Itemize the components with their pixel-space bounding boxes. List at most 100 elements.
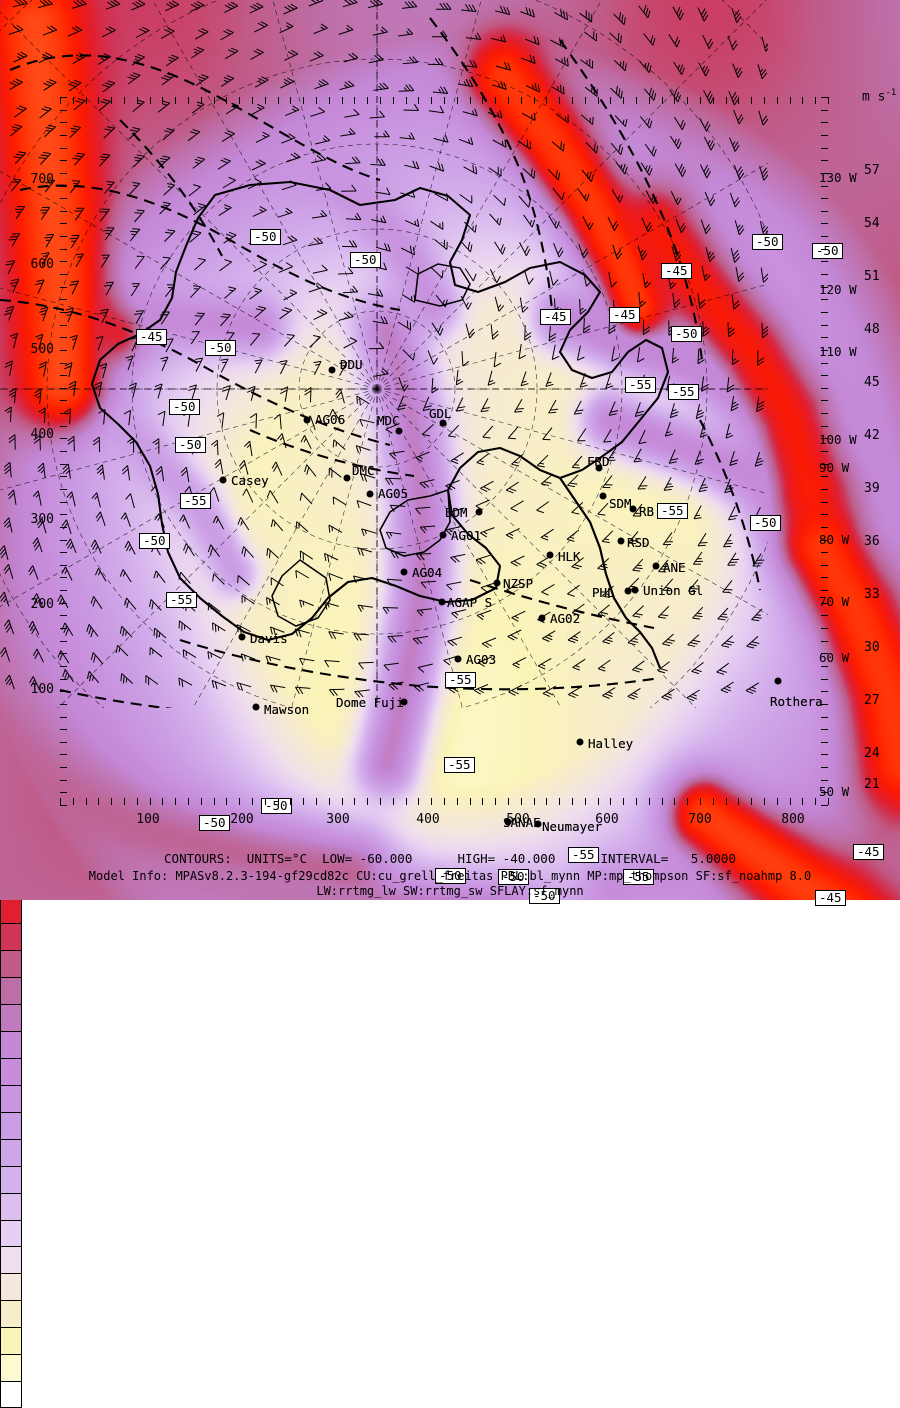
contour-label: -50 xyxy=(812,243,843,259)
colorbar-tick-21: 21 xyxy=(864,777,880,792)
colorbar-tick-36: 36 xyxy=(864,534,880,549)
y-tick-mark xyxy=(60,375,67,376)
y-tick-mark xyxy=(60,603,67,604)
station-marker-agap-s[interactable] xyxy=(439,599,446,606)
y-tick-mark-right xyxy=(821,363,828,364)
station-marker-ag02[interactable] xyxy=(539,615,546,622)
colorbar-segment-25 xyxy=(1,1382,21,1408)
station-marker-ag04[interactable] xyxy=(401,569,408,576)
x-tick-mark-top xyxy=(329,97,330,104)
y-tick-mark-right xyxy=(821,565,828,566)
y-tick-mark-right xyxy=(821,754,828,755)
x-tick-mark-top xyxy=(214,97,215,104)
x-tick-mark-top xyxy=(73,97,74,104)
station-marker-ag01[interactable] xyxy=(440,532,447,539)
colorbar-lon-label-7: 60 W xyxy=(819,650,849,665)
y-tick-mark-right xyxy=(821,767,828,768)
station-marker-ag06[interactable] xyxy=(304,417,311,424)
map-plot-area[interactable] xyxy=(0,0,768,708)
x-tick-mark-top xyxy=(444,97,445,104)
y-tick-mark xyxy=(60,274,67,275)
x-tick-mark-top xyxy=(175,97,176,104)
station-marker-nzsp[interactable] xyxy=(494,580,501,587)
y-tick-mark-right xyxy=(821,438,828,439)
station-marker-bdm[interactable] xyxy=(476,509,483,516)
y-tick-mark-right xyxy=(821,641,828,642)
station-marker-ane[interactable] xyxy=(653,563,660,570)
x-tick-mark-top xyxy=(98,97,99,104)
station-marker-sdm[interactable] xyxy=(600,493,607,500)
contour-label: -50 xyxy=(205,340,236,356)
x-tick-mark-top xyxy=(482,97,483,104)
colorbar-segment-8 xyxy=(1,924,21,951)
y-tick-mark xyxy=(60,514,67,515)
colorbar-segment-9 xyxy=(1,951,21,978)
contour-label: -45 xyxy=(661,263,692,279)
station-marker-davis[interactable] xyxy=(239,634,246,641)
x-tick-mark xyxy=(777,798,778,805)
station-marker-mawson[interactable] xyxy=(253,704,260,711)
y-tick-mark xyxy=(60,413,67,414)
x-tick-mark xyxy=(598,798,599,805)
y-tick-mark xyxy=(60,577,67,578)
x-tick-mark xyxy=(418,798,419,805)
x-tick-mark xyxy=(98,798,99,805)
station-marker-dmc[interactable] xyxy=(344,475,351,482)
x-tick-mark-top xyxy=(508,97,509,104)
station-marker-ddu[interactable] xyxy=(329,367,336,374)
x-tick-mark-top xyxy=(86,97,87,104)
x-tick-mark xyxy=(252,798,253,805)
x-tick-mark-top xyxy=(162,97,163,104)
station-label-bdm: BDM xyxy=(445,505,468,520)
y-tick-mark xyxy=(60,451,67,452)
y-tick-mark xyxy=(60,615,67,616)
x-tick-mark xyxy=(188,798,189,805)
contour-label: -55 xyxy=(444,757,475,773)
y-tick-mark xyxy=(60,400,67,401)
station-marker-ag03[interactable] xyxy=(455,656,462,663)
y-tick-mark-right xyxy=(821,792,828,793)
y-tick-mark xyxy=(60,502,67,503)
x-tick-mark xyxy=(354,798,355,805)
x-tick-700: 700 xyxy=(677,812,723,827)
contour-label: -50 xyxy=(671,326,702,342)
y-tick-mark xyxy=(60,628,67,629)
station-marker-union-gl[interactable] xyxy=(632,587,639,594)
station-label-ane: ANE xyxy=(663,560,686,575)
x-tick-mark xyxy=(751,798,752,805)
x-tick-mark-top xyxy=(610,97,611,104)
station-marker-rb[interactable] xyxy=(630,506,637,513)
station-marker-neumayer[interactable] xyxy=(535,821,542,828)
x-tick-mark xyxy=(303,798,304,805)
x-tick-mark xyxy=(649,798,650,805)
station-marker-rsd[interactable] xyxy=(618,538,625,545)
y-tick-mark xyxy=(60,363,67,364)
y-tick-600: 600 xyxy=(8,257,54,272)
x-tick-mark-top xyxy=(239,97,240,104)
station-marker-halley[interactable] xyxy=(577,739,584,746)
station-label-dome-fuji: Dome Fuji xyxy=(336,695,404,710)
station-marker-hlk[interactable] xyxy=(547,552,554,559)
y-tick-mark-right xyxy=(821,223,828,224)
colorbar-units-exponent: -1 xyxy=(885,88,896,98)
x-tick-mark xyxy=(495,798,496,805)
x-tick-mark xyxy=(700,798,701,805)
station-label-ag06: AG06 xyxy=(315,412,345,427)
station-marker-phl[interactable] xyxy=(625,588,632,595)
y-tick-mark-right xyxy=(821,464,828,465)
station-marker-mdc[interactable] xyxy=(396,428,403,435)
y-tick-mark xyxy=(60,186,67,187)
y-tick-mark xyxy=(60,704,67,705)
station-marker-casey[interactable] xyxy=(220,477,227,484)
x-tick-mark-top xyxy=(790,97,791,104)
x-tick-mark-top xyxy=(751,97,752,104)
station-marker-ag05[interactable] xyxy=(367,491,374,498)
station-label-ddu: DDU xyxy=(340,357,363,372)
station-marker-rothera[interactable] xyxy=(775,678,782,685)
colorbar-tick-48: 48 xyxy=(864,322,880,337)
x-tick-mark-top xyxy=(726,97,727,104)
x-tick-mark xyxy=(790,798,791,805)
y-tick-mark-right xyxy=(821,135,828,136)
colorbar-tick-39: 39 xyxy=(864,481,880,496)
x-tick-mark xyxy=(662,798,663,805)
